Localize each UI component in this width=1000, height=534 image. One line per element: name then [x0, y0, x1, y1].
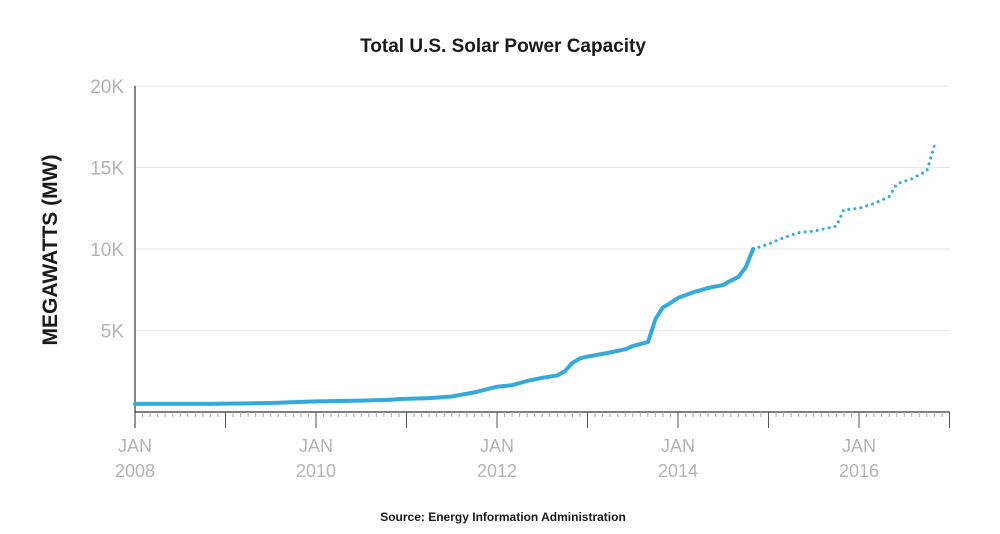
projected-capacity-line — [751, 144, 936, 251]
x-tick-label-month: JAN — [661, 436, 695, 456]
chart-title: Total U.S. Solar Power Capacity — [360, 36, 646, 57]
x-tick-label-month: JAN — [299, 436, 333, 456]
x-tick-label-month: JAN — [118, 436, 152, 456]
x-tick-label-month: JAN — [842, 436, 876, 456]
gridlines — [135, 85, 950, 331]
y-tick-label: 10K — [90, 240, 124, 261]
x-tick-label-year: 2010 — [296, 461, 336, 481]
x-tick-labels: JAN 2008 JAN 2010 JAN 2012 JAN 2014 JAN 2016 — [115, 436, 879, 481]
actual-capacity-line — [133, 247, 756, 406]
y-tick-label: 15K — [90, 159, 124, 180]
x-tick-label-year: 2008 — [115, 461, 155, 481]
x-minor-ticks — [134, 412, 950, 428]
x-tick-label-year: 2014 — [658, 461, 698, 481]
x-tick-label-month: JAN — [480, 436, 514, 456]
y-tick-label: 20K — [90, 77, 124, 98]
x-tick-label-year: 2016 — [839, 461, 879, 481]
y-axis-label: MEGAWATTS (MW) — [39, 155, 62, 346]
series-layer — [133, 144, 936, 406]
source-note: Source: Energy Information Administratio… — [380, 510, 626, 524]
x-tick-label-year: 2012 — [477, 461, 517, 481]
y-tick-label: 5K — [101, 322, 125, 343]
y-tick-labels: 5K 10K 15K 20K — [90, 77, 124, 343]
